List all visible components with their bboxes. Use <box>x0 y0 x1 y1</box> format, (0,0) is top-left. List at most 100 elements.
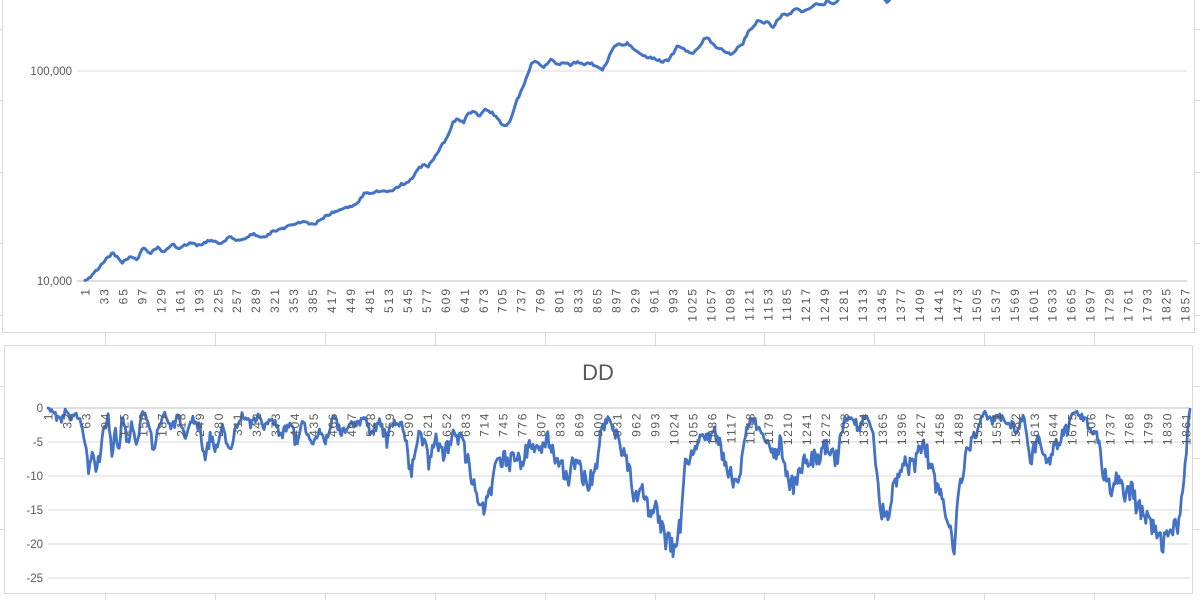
dd-x-tick-label: 1737 <box>1104 412 1118 445</box>
equity-x-tick-label: 289 <box>249 287 263 313</box>
equity-chart-svg: 100,000 10,000 1 33 65 97 129 161 193 225 257 289 32… <box>30 0 1193 322</box>
equity-y-tick-label: 100,000 <box>30 66 72 78</box>
dd-y-tick-label: 0 <box>37 403 43 415</box>
dd-x-tick-label: 962 <box>629 412 643 437</box>
equity-x-tick-label: 1409 <box>913 287 927 322</box>
dd-x-tick-label: 1210 <box>781 412 795 445</box>
dd-x-tick-label: 1 <box>42 412 56 420</box>
equity-x-tick-label: 833 <box>572 287 586 313</box>
dd-x-tick-label: 1334 <box>857 412 871 445</box>
dd-x-tick-label: 63 <box>79 412 93 429</box>
equity-x-tick-label: 161 <box>173 287 187 313</box>
dd-series-line[interactable] <box>46 406 1192 559</box>
equity-x-tick-label: 385 <box>306 287 320 313</box>
dd-x-tick-label: 1148 <box>743 412 757 444</box>
dd-x-tick-label: 1520 <box>971 412 985 445</box>
dd-x-tick-label: 621 <box>421 412 435 437</box>
dd-x-tick-label: 1179 <box>762 412 776 444</box>
equity-x-tick-label: 353 <box>287 287 301 313</box>
equity-x-tick-label: 1441 <box>932 287 946 322</box>
equity-x-tick-label: 865 <box>591 287 605 313</box>
equity-x-tick-label: 1025 <box>685 287 699 322</box>
dd-x-tick-label: 1396 <box>895 412 909 445</box>
dd-x-tick-label: 94 <box>98 412 112 429</box>
dd-x-tick-label: 1830 <box>1161 412 1175 445</box>
dd-x-tick-label: 1644 <box>1047 412 1061 445</box>
dd-x-tick-label: 714 <box>478 412 492 437</box>
equity-x-tick-label: 1569 <box>1008 287 1022 322</box>
equity-x-tick-label: 1281 <box>837 287 851 322</box>
equity-x-tick-label: 1 <box>79 287 93 296</box>
equity-series-line[interactable] <box>83 0 1187 282</box>
dd-chart-svg: 0 -5 -10 -15 -20 -25 DD 1 32 63 94 125 156 187 218 249 2… <box>26 360 1193 585</box>
dd-x-tick-label: 1675 <box>1066 412 1080 445</box>
dd-x-tick-label: 1241 <box>800 412 814 445</box>
dd-x-tick-label: 1117 <box>724 412 738 443</box>
dd-x-tick-label: 435 <box>307 412 321 437</box>
dd-x-tick-label: 125 <box>117 412 131 437</box>
equity-x-tick-label: 65 <box>116 287 130 304</box>
equity-chart[interactable]: 100,000 10,000 1 33 65 97 129 161 193 225 257 289 32… <box>2 0 1195 333</box>
dd-x-tick-label: 249 <box>193 412 207 437</box>
dd-x-tick-label: 745 <box>497 412 511 437</box>
dd-x-tick-label: 1458 <box>933 412 947 445</box>
dd-x-tick-label: 280 <box>212 412 226 437</box>
dd-x-tick-label: 838 <box>554 412 568 437</box>
equity-x-tick-label: 1729 <box>1103 287 1117 322</box>
dd-x-tick-label: 1427 <box>914 412 928 445</box>
equity-x-tick-label: 1633 <box>1046 287 1060 322</box>
dd-x-tick-label: 1613 <box>1028 412 1042 445</box>
dd-x-tick-label: 1861 <box>1180 412 1193 445</box>
dd-x-tick-label: 1272 <box>819 412 833 445</box>
dd-chart-title[interactable]: DD <box>582 360 614 385</box>
dd-x-tick-label: 1024 <box>667 412 681 445</box>
dd-x-tick-label: 807 <box>535 412 549 437</box>
equity-x-tick-label: 481 <box>363 287 377 313</box>
dd-x-tick-label: 342 <box>250 412 264 437</box>
equity-x-tick-label: 897 <box>610 287 624 313</box>
dd-x-tick-label: 528 <box>364 412 378 437</box>
equity-x-tick-label: 705 <box>496 287 510 313</box>
dd-x-tick-label: 404 <box>288 412 302 437</box>
equity-x-tick-label: 641 <box>458 287 472 313</box>
equity-x-tick-label: 1249 <box>818 287 832 322</box>
dd-chart[interactable]: 0 -5 -10 -15 -20 -25 DD 1 32 63 94 125 156 187 218 249 2… <box>4 345 1194 594</box>
dd-x-tick-label: 32 <box>60 412 74 429</box>
equity-x-tick-label: 769 <box>534 287 548 313</box>
dd-y-tick-label: -10 <box>26 471 43 483</box>
equity-x-tick-label: 1857 <box>1179 287 1193 322</box>
equity-x-tick-label: 929 <box>629 287 643 313</box>
equity-x-tick-label: 1697 <box>1084 287 1098 322</box>
equity-x-tick-label: 225 <box>211 287 225 313</box>
equity-x-tick-label: 577 <box>420 287 434 313</box>
equity-x-tick-label: 1057 <box>704 287 718 322</box>
equity-x-tick-label: 1473 <box>951 287 965 322</box>
equity-x-tick-label: 1377 <box>894 287 908 322</box>
dd-x-tick-label: 218 <box>174 412 188 437</box>
equity-x-tick-label: 1345 <box>875 287 889 322</box>
equity-x-tick-label: 449 <box>344 287 358 313</box>
dd-x-tick-label: 1055 <box>686 412 700 445</box>
equity-x-tick-label: 1825 <box>1160 287 1174 322</box>
equity-x-tick-label: 545 <box>401 287 415 313</box>
dd-x-tick-label: 1303 <box>838 412 852 445</box>
equity-x-tick-label: 513 <box>382 287 396 313</box>
equity-x-tick-label: 257 <box>230 287 244 313</box>
equity-x-tick-label: 1153 <box>761 287 775 321</box>
dd-x-tick-label: 373 <box>269 412 283 437</box>
equity-x-tick-label: 993 <box>666 287 680 313</box>
equity-x-tick-label: 1537 <box>989 287 1003 322</box>
equity-y-tick-label: 10,000 <box>37 276 72 288</box>
equity-x-tick-label: 737 <box>515 287 529 313</box>
dd-x-tick-label: 1489 <box>952 412 966 445</box>
equity-x-tick-label: 417 <box>325 287 339 313</box>
equity-x-tick-label: 1505 <box>970 287 984 322</box>
equity-x-tick-label: 97 <box>135 287 149 304</box>
dd-x-tick-label: 652 <box>440 412 454 437</box>
equity-x-tick-label: 801 <box>553 287 567 313</box>
equity-x-tick-label: 321 <box>268 287 282 313</box>
dd-x-tick-label: 993 <box>648 412 662 437</box>
dd-x-tick-label: 497 <box>345 412 359 437</box>
equity-x-tick-label: 1665 <box>1065 287 1079 322</box>
